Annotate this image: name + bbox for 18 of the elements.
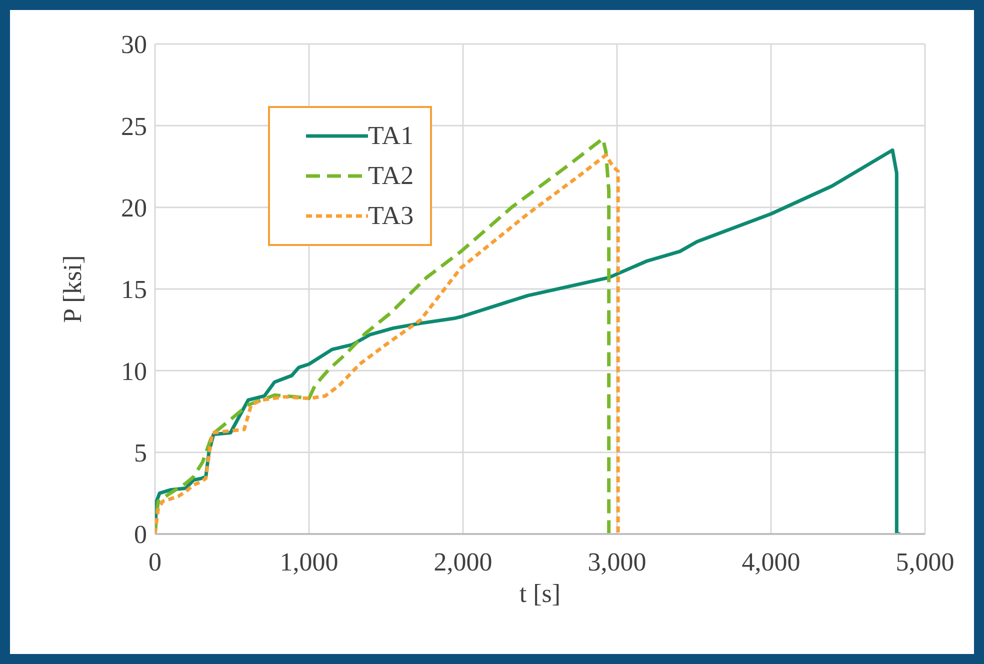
y-tick-label: 30 (121, 30, 147, 60)
line-series (155, 148, 902, 534)
y-tick-label: 10 (121, 356, 147, 386)
legend-label: TA2 (368, 161, 414, 191)
x-tick-label: 4,000 (742, 547, 800, 576)
legend-label: TA1 (368, 121, 414, 151)
y-tick-label: 0 (134, 520, 147, 550)
x-tick-label: 3,000 (588, 547, 646, 576)
y-tick-label: 15 (121, 275, 147, 304)
y-tick-label: 5 (134, 438, 147, 468)
y-tick-label: 25 (121, 112, 147, 141)
y-tick-label: 20 (121, 194, 147, 223)
legend-label: TA3 (368, 201, 414, 231)
y-axis-title: P [ksi] (58, 255, 88, 323)
x-tick-label: 2,000 (434, 547, 492, 576)
x-tick-label: 1,000 (280, 547, 338, 576)
x-tick-label: 5,000 (896, 547, 954, 576)
x-axis-title: t [s] (519, 579, 561, 608)
